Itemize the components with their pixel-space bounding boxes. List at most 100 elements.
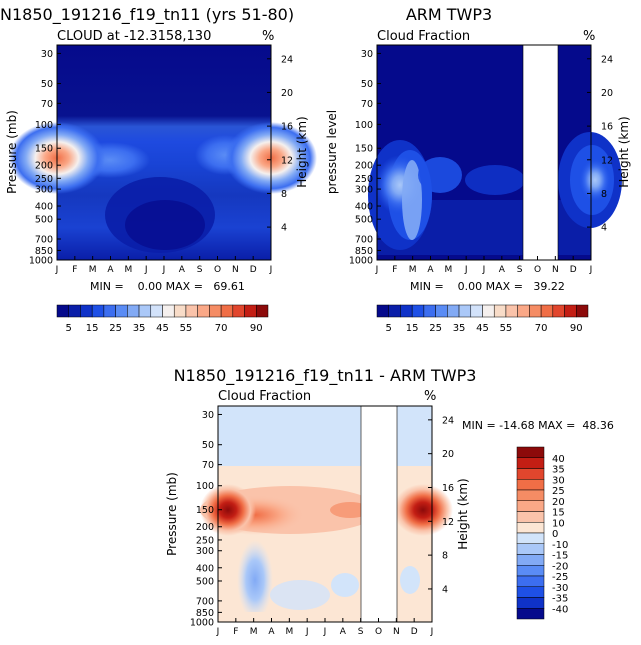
colorbar-swatch <box>516 575 545 587</box>
colorbar-swatch <box>540 304 554 318</box>
colorbar-swatch <box>576 304 589 318</box>
month-tick-label: D <box>250 265 257 275</box>
month-tick-label: A <box>499 265 506 275</box>
colorbar-swatch <box>185 304 198 318</box>
height-tick-label: 8 <box>442 551 448 562</box>
obs-panel: ARM TWP3 Cloud Fraction % pressure level… <box>325 5 631 334</box>
colorbar-swatch <box>458 304 472 318</box>
colorbar-swatch <box>447 304 460 318</box>
colorbar-label: 25 <box>552 486 565 497</box>
pressure-tick-label: 700 <box>35 234 53 245</box>
pressure-tick-label: 50 <box>361 79 373 90</box>
pressure-tick-label: 300 <box>355 185 373 196</box>
colorbar-swatch <box>516 565 545 577</box>
colorbar-swatch <box>400 304 413 318</box>
colorbar-label: -35 <box>552 594 568 605</box>
colorbar-swatch <box>505 304 518 318</box>
colorbar-label: 55 <box>180 323 193 334</box>
colorbar-label: 45 <box>476 323 489 334</box>
diff-panel: N1850_191216_f19_tn11 - ARM TWP3 Cloud F… <box>165 366 614 637</box>
colorbar-swatch <box>220 304 234 318</box>
height-tick-label: 8 <box>281 189 287 200</box>
pressure-tick-label: 500 <box>35 215 53 226</box>
colorbar-label: 70 <box>215 323 228 334</box>
colorbar-label: 5 <box>66 323 72 334</box>
colorbar-swatch <box>516 511 545 523</box>
colorbar-swatch <box>80 304 93 318</box>
colorbar-label: 15 <box>406 323 419 334</box>
obs-title: ARM TWP3 <box>406 5 492 24</box>
colorbar-label: 45 <box>156 323 169 334</box>
diff-minmax: MIN = -14.68 MAX = 48.36 <box>462 419 614 432</box>
month-tick-label: A <box>427 265 434 275</box>
height-tick-label: 20 <box>442 449 454 460</box>
colorbar-swatch <box>173 304 187 318</box>
colorbar-label: 35 <box>552 465 565 476</box>
model-field <box>9 45 317 260</box>
model-minmax: MIN = 0.00 MAX = 69.61 <box>90 280 245 293</box>
height-tick-label: 4 <box>442 584 448 595</box>
colorbar-label: 70 <box>535 323 548 334</box>
height-tick-label: 24 <box>601 54 613 65</box>
height-tick-label: 12 <box>281 155 293 166</box>
colorbar-swatch <box>552 304 565 318</box>
month-tick-label: M <box>285 627 293 637</box>
colorbar-label: 55 <box>500 323 513 334</box>
month-tick-label: J <box>55 265 59 275</box>
colorbar-swatch <box>232 304 245 318</box>
month-tick-label: O <box>214 265 221 275</box>
pressure-tick-label: 700 <box>196 596 214 607</box>
colorbar-label: 30 <box>552 475 565 486</box>
pressure-tick-label: 100 <box>355 120 373 131</box>
model-panel: N1850_191216_f19_tn11 (yrs 51-80) CLOUD … <box>0 5 317 334</box>
month-tick-label: N <box>552 265 559 275</box>
month-tick-label: N <box>232 265 239 275</box>
diff-field <box>200 405 453 623</box>
height-tick-label: 8 <box>601 189 607 200</box>
month-tick-label: J <box>216 627 220 637</box>
obs-subtitle: Cloud Fraction <box>377 29 470 44</box>
colorbar-swatch <box>162 304 175 318</box>
diff-units: % <box>424 389 436 404</box>
colorbar-swatch <box>56 304 69 318</box>
colorbar-label: -30 <box>552 583 568 594</box>
model-subtitle: CLOUD at -12.3158,130 <box>57 29 211 44</box>
pressure-tick-label: 30 <box>361 49 373 60</box>
month-tick-label: J <box>269 265 273 275</box>
colorbar-swatch <box>256 304 269 318</box>
month-tick-label: J <box>430 627 434 637</box>
colorbar-label: 90 <box>250 323 263 334</box>
month-tick-label: F <box>392 265 397 275</box>
colorbar-label: -25 <box>552 572 568 583</box>
colorbar-label: -10 <box>552 540 568 551</box>
month-tick-label: J <box>589 265 593 275</box>
colorbar-swatch <box>516 608 545 620</box>
month-tick-label: M <box>250 627 258 637</box>
colorbar-swatch <box>435 304 448 318</box>
pressure-tick-label: 400 <box>35 202 53 213</box>
colorbar-swatch <box>564 304 577 318</box>
month-tick-label: A <box>268 627 275 637</box>
colorbar-label: -20 <box>552 561 568 572</box>
colorbar-swatch <box>516 532 545 544</box>
colorbar-swatch <box>127 304 140 318</box>
colorbar-swatch <box>197 304 210 318</box>
colorbar-label: 5 <box>386 323 392 334</box>
pressure-tick-label: 100 <box>35 120 53 131</box>
month-tick-label: F <box>233 627 238 637</box>
pressure-tick-label: 50 <box>41 79 53 90</box>
month-tick-label: M <box>409 265 417 275</box>
obs-ylabel-right: Height (km) <box>617 116 631 187</box>
month-tick-label: J <box>482 265 486 275</box>
pressure-tick-label: 400 <box>355 202 373 213</box>
height-tick-label: 12 <box>601 155 613 166</box>
colorbar-swatch <box>150 304 163 318</box>
model-units: % <box>262 29 274 44</box>
height-tick-label: 20 <box>281 88 293 99</box>
model-ylabel-right: Height (km) <box>295 116 309 187</box>
pressure-tick-label: 300 <box>35 185 53 196</box>
colorbar-swatch <box>516 586 545 598</box>
month-tick-label: A <box>107 265 114 275</box>
pressure-tick-label: 850 <box>355 246 373 257</box>
colorbar-label: 35 <box>453 323 466 334</box>
